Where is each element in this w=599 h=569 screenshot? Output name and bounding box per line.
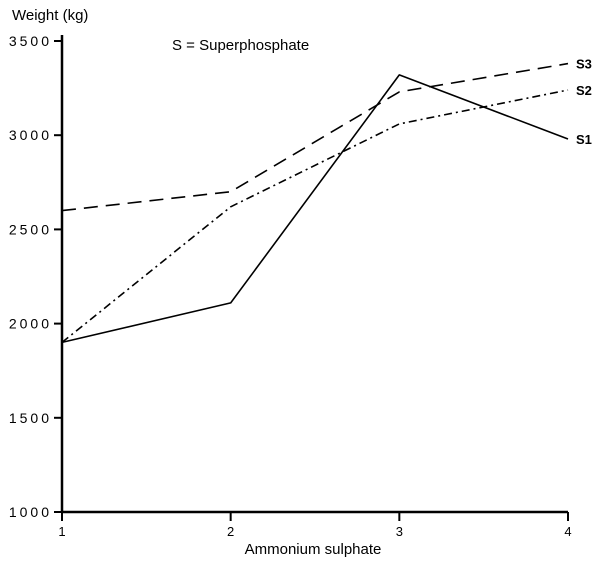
series-label-s3: S3 [576, 57, 592, 72]
x-tick-label: 3 [396, 524, 403, 539]
x-axis-title: Ammonium sulphate [245, 541, 382, 558]
y-tick-label: 1500 [9, 410, 52, 426]
y-axis-title: Weight (kg) [12, 7, 88, 24]
x-tick-label: 4 [564, 524, 571, 539]
y-tick-label: 3000 [9, 127, 52, 143]
series-line-s3 [61, 62, 569, 212]
y-tick-label: 2000 [9, 316, 52, 332]
y-tick-label: 3500 [9, 33, 52, 49]
legend-annotation: S = Superphosphate [172, 37, 309, 54]
y-tick-label: 1000 [9, 504, 52, 520]
x-tick-label: 1 [58, 524, 65, 539]
y-axis-ticks: 1000 1500 2000 2500 3000 3500 [9, 33, 62, 520]
x-axis-ticks: 1 2 3 4 [58, 512, 572, 539]
series-label-s1: S1 [576, 132, 592, 147]
series-line-s1 [61, 74, 569, 344]
x-tick-label: 2 [227, 524, 234, 539]
y-tick-label: 2500 [9, 221, 52, 237]
series-label-s2: S2 [576, 83, 592, 98]
series-line-s2 [61, 89, 569, 344]
series-labels: S1 S2 S3 [576, 57, 592, 147]
axes [60, 35, 568, 514]
series-lines [61, 62, 569, 344]
